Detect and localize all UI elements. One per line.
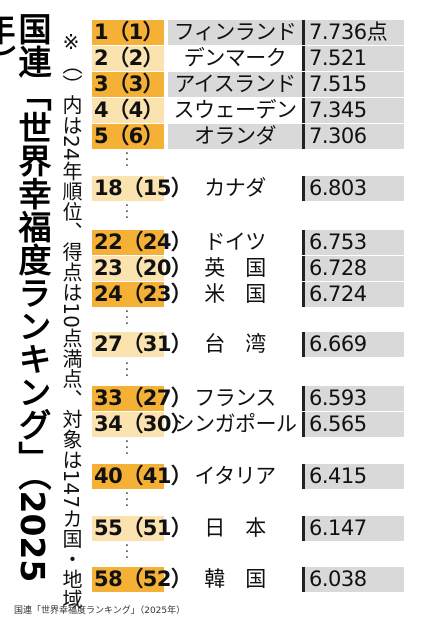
ellipsis-dots: · · · [124, 435, 130, 462]
table-row: 1（1） フィンランド 7.736点 [92, 20, 404, 45]
table-row: 18（15） カナダ 6.803 [92, 176, 404, 201]
table-row: 23（20） 英 国 6.728 [92, 256, 404, 281]
country-cell: スウェーデン [173, 98, 298, 122]
score-cell: 6.724 [302, 282, 404, 307]
country-cell: 韓 国 [204, 567, 266, 591]
score-cell: 6.728 [302, 256, 404, 281]
table-row: 24（23） 米 国 6.724 [92, 282, 404, 307]
country-cell: ドイツ [204, 230, 266, 254]
rank-cell: 24（23） [92, 282, 192, 307]
ellipsis-dots: · · · [124, 539, 130, 566]
country-cell: イタリア [194, 464, 276, 488]
table-row: 5（6） オランダ 7.306 [92, 124, 404, 149]
score-cell: 6.593 [302, 386, 404, 411]
country-cell: オランダ [168, 124, 302, 149]
rank-cell: 27（31） [92, 332, 192, 357]
country-cell: アイスランド [168, 72, 302, 97]
ellipsis-dots: · · · [124, 305, 130, 332]
country-cell: シンガポール [173, 412, 298, 436]
rank-cell: 33（27） [92, 386, 192, 411]
score-cell: 6.415 [302, 464, 404, 489]
table-row: 40（41） イタリア 6.415 [92, 464, 404, 489]
rank-cell: 23（20） [92, 256, 192, 281]
table-row: 27（31） 台 湾 6.669 [92, 332, 404, 357]
table-row: 22（24） ドイツ 6.753 [92, 230, 404, 255]
score-cell: 7.736点 [302, 20, 404, 45]
score-cell: 6.038 [302, 567, 404, 592]
score-cell: 7.515 [302, 72, 404, 97]
table-row: 2（2） デンマーク 7.521 [92, 46, 404, 71]
image-caption: 国連「世界幸福度ランキング」（2025年） [14, 606, 186, 616]
table-row: 34（30） シンガポール 6.565 [92, 412, 404, 437]
table-row: 55（51） 日 本 6.147 [92, 516, 404, 541]
country-cell: フィンランド [168, 20, 302, 45]
ellipsis-dots: · · · [124, 357, 130, 384]
ellipsis-dots: · · · [124, 147, 130, 174]
score-cell: 7.306 [302, 124, 404, 149]
rank-cell: 3（3） [92, 72, 164, 97]
rank-cell: 18（15） [92, 176, 192, 201]
score-cell: 7.521 [302, 46, 404, 71]
country-cell: フランス [194, 386, 276, 410]
score-cell: 6.147 [302, 516, 404, 541]
score-cell: 6.753 [302, 230, 404, 255]
rank-cell: 58（52） [92, 567, 192, 592]
country-cell: カナダ [204, 176, 266, 200]
score-cell: 6.669 [302, 332, 404, 357]
footnote: ※（）内は24年順位、得点は10点満点、対象は147カ国・地域 [59, 30, 83, 610]
rank-cell: 4（4） [92, 98, 164, 123]
score-cell: 7.345 [302, 98, 404, 123]
table-row: 33（27） フランス 6.593 [92, 386, 404, 411]
country-cell: 台 湾 [204, 332, 266, 356]
rank-cell: 2（2） [92, 46, 164, 71]
ellipsis-dots: · · · [124, 487, 130, 514]
rank-cell: 5（6） [92, 124, 164, 149]
rank-cell: 34（30） [92, 412, 192, 437]
ranking-table: 1（1） フィンランド 7.736点 2（2） デンマーク 7.521 3（3）… [92, 20, 404, 592]
table-row: 3（3） アイスランド 7.515 [92, 72, 404, 97]
chart-title: 国連「世界幸福度ランキング」（2025年） [0, 12, 52, 583]
rank-cell: 40（41） [92, 464, 192, 489]
score-cell: 6.803 [302, 176, 404, 201]
country-cell: 米 国 [204, 282, 266, 306]
table-row: 58（52） 韓 国 6.038 [92, 567, 404, 592]
rank-cell: 55（51） [92, 516, 192, 541]
rank-cell: 1（1） [92, 20, 164, 45]
country-cell: 日 本 [204, 516, 266, 540]
country-cell: デンマーク [183, 46, 287, 70]
ellipsis-dots: · · · [124, 199, 130, 226]
score-cell: 6.565 [302, 412, 404, 437]
table-row: 4（4） スウェーデン 7.345 [92, 98, 404, 123]
rank-cell: 22（24） [92, 230, 192, 255]
country-cell: 英 国 [204, 256, 266, 280]
